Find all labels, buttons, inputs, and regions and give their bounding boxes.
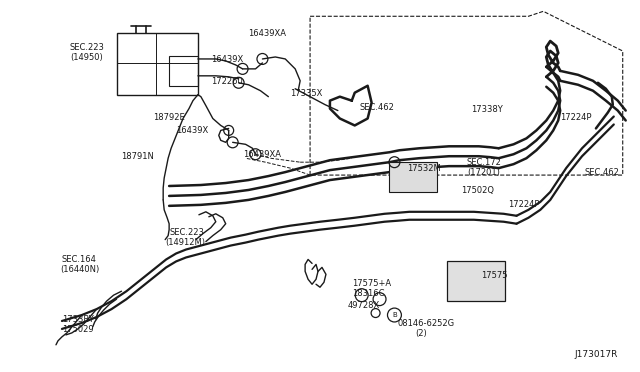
Text: 17502Q: 17502Q [461, 186, 494, 195]
Bar [116, 33, 198, 95]
Text: 17575+A: 17575+A [352, 279, 391, 288]
Text: 17335X: 17335X [290, 89, 323, 98]
Text: 18316C: 18316C [352, 289, 384, 298]
Text: (14912M): (14912M) [165, 238, 205, 247]
Text: 1733BY: 1733BY [62, 315, 93, 324]
Text: 17224P: 17224P [509, 200, 540, 209]
Text: (17201): (17201) [467, 168, 500, 177]
Text: SEC.223: SEC.223 [169, 228, 204, 237]
Text: 16439XA: 16439XA [244, 150, 282, 159]
Text: 18791N: 18791N [122, 152, 154, 161]
Text: SEC.172: SEC.172 [467, 158, 502, 167]
Text: 17338Y: 17338Y [471, 105, 502, 113]
Text: SEC.462: SEC.462 [584, 168, 619, 177]
Text: 49728X: 49728X [348, 301, 380, 310]
Text: (16440N): (16440N) [60, 265, 99, 275]
Text: 16439X: 16439X [176, 126, 209, 135]
Text: 17224P: 17224P [560, 113, 592, 122]
Text: 18792E: 18792E [153, 113, 185, 122]
Text: 172260: 172260 [211, 77, 243, 86]
Text: B: B [392, 312, 397, 318]
Text: 17575: 17575 [481, 271, 508, 280]
Text: SEC.164: SEC.164 [62, 256, 97, 264]
Bar [169, 56, 198, 86]
Text: J173017R: J173017R [574, 350, 618, 359]
Bar [390, 162, 437, 192]
Text: 16439XA: 16439XA [248, 29, 287, 38]
Text: 175029: 175029 [62, 325, 93, 334]
Text: (14950): (14950) [70, 53, 102, 62]
Text: SEC.223: SEC.223 [70, 43, 105, 52]
Text: 17532M: 17532M [407, 164, 441, 173]
Text: 08146-6252G: 08146-6252G [397, 319, 454, 328]
Bar [447, 262, 504, 301]
Text: (2): (2) [415, 329, 427, 338]
Text: SEC.462: SEC.462 [360, 103, 395, 112]
Text: 16439X: 16439X [211, 55, 243, 64]
